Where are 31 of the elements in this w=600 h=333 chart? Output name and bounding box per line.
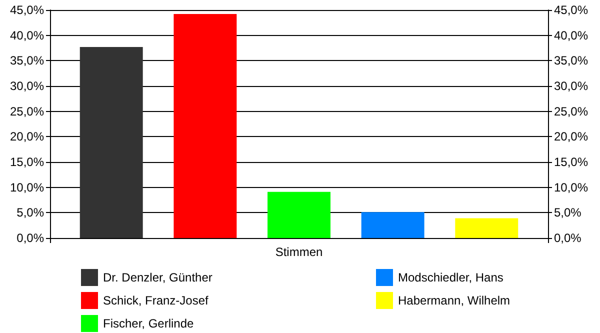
text: 35,0% (554, 54, 588, 68)
text: 20,0% (554, 130, 588, 144)
y-tick-label: 20,0% (10, 130, 44, 144)
y-tick-label: 40,0% (10, 28, 44, 42)
text: 30,0% (554, 79, 588, 93)
text: 5,0% (554, 206, 582, 220)
y-tick-label: 25,0% (10, 104, 44, 118)
y-tick-label: 45,0% (10, 3, 44, 17)
legend-label: Fischer, Gerlinde (103, 316, 194, 330)
y-tick-label: 15,0% (10, 155, 44, 169)
text: 15,0% (554, 155, 588, 169)
text: 45,0% (554, 3, 588, 17)
bar (80, 46, 143, 238)
text: 40,0% (554, 28, 588, 42)
x-tick-label: Stimmen (275, 245, 323, 259)
legend-label: Habermann, Wilhelm (398, 294, 510, 308)
text: 0,0% (554, 231, 582, 245)
text: 10,0% (554, 180, 588, 194)
legend-label: Modschiedler, Hans (398, 270, 504, 284)
y-tick-label: 35,0% (10, 54, 44, 68)
y-tick-label: 30,0% (10, 79, 44, 93)
bar (455, 218, 518, 238)
legend-label: Dr. Denzler, Günther (103, 270, 212, 284)
y-tick-label: 0,0% (16, 231, 44, 245)
y-tick-label: 10,0% (10, 180, 44, 194)
bar (268, 192, 330, 238)
text: 25,0% (554, 104, 588, 118)
y-tick-label: 5,0% (16, 206, 44, 220)
bar (174, 14, 237, 238)
legend-label: Schick, Franz-Josef (103, 294, 210, 308)
bar (361, 212, 424, 238)
